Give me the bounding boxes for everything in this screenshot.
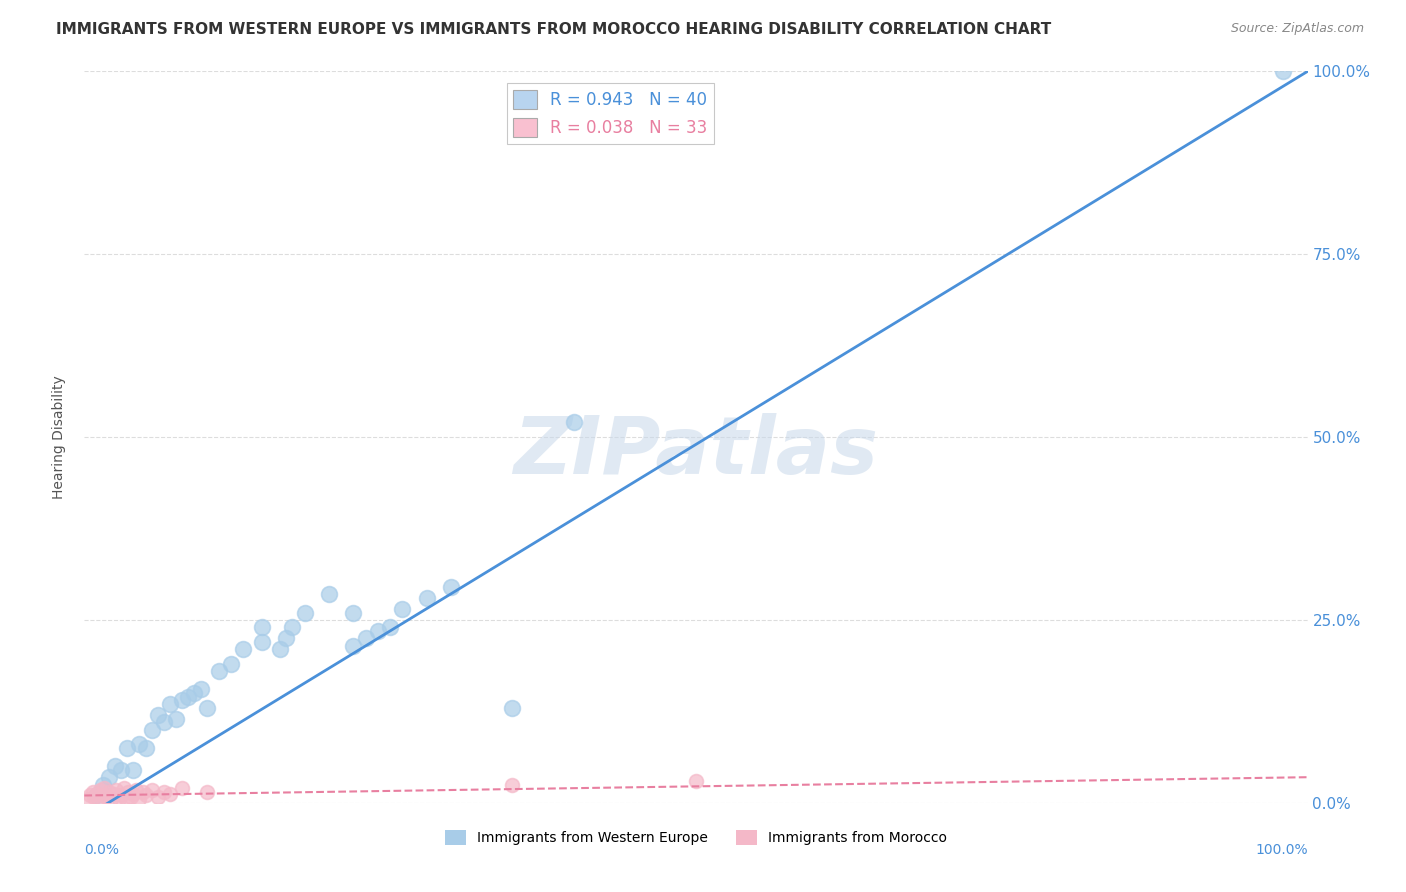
Point	[354, 632, 377, 646]
Point	[153, 715, 176, 730]
Point	[86, 789, 108, 803]
Point	[122, 763, 145, 777]
Point	[120, 789, 142, 804]
Point	[172, 693, 194, 707]
Point	[269, 642, 291, 657]
Point	[117, 785, 139, 799]
Point	[77, 792, 100, 806]
Point	[89, 782, 111, 797]
Point	[146, 708, 169, 723]
Point	[367, 624, 389, 638]
Point	[562, 416, 585, 430]
Point	[91, 778, 114, 792]
Point	[416, 591, 439, 605]
Y-axis label: Hearing Disability: Hearing Disability	[52, 376, 66, 499]
Point	[122, 787, 145, 801]
Point	[132, 785, 155, 799]
Point	[91, 789, 114, 803]
Point	[79, 789, 101, 803]
Point	[440, 580, 463, 594]
Point	[190, 682, 212, 697]
Point	[276, 632, 298, 646]
Point	[97, 785, 120, 799]
Point	[128, 737, 150, 751]
Point	[110, 789, 132, 803]
Point	[342, 639, 364, 653]
Point	[115, 740, 138, 755]
Legend: R = 0.943   N = 40, R = 0.038   N = 33: R = 0.943 N = 40, R = 0.038 N = 33	[506, 83, 714, 144]
Point	[294, 606, 316, 620]
Point	[159, 787, 181, 801]
Point	[165, 712, 187, 726]
Point	[172, 781, 194, 796]
Point	[135, 740, 157, 755]
Text: Source: ZipAtlas.com: Source: ZipAtlas.com	[1230, 22, 1364, 36]
Point	[87, 792, 110, 806]
Point	[250, 620, 273, 634]
Point	[93, 781, 115, 796]
Text: ZIPatlas: ZIPatlas	[513, 413, 879, 491]
Point	[107, 792, 129, 806]
Text: 0.0%: 0.0%	[84, 843, 120, 857]
Point	[250, 635, 273, 649]
Point	[128, 792, 150, 806]
Point	[391, 602, 413, 616]
Point	[1272, 64, 1295, 78]
Point	[153, 785, 176, 799]
Point	[103, 787, 125, 801]
Point	[83, 789, 105, 804]
Point	[380, 620, 402, 634]
Point	[135, 789, 157, 803]
Text: 100.0%: 100.0%	[1256, 843, 1308, 857]
Text: IMMIGRANTS FROM WESTERN EUROPE VS IMMIGRANTS FROM MOROCCO HEARING DISABILITY COR: IMMIGRANTS FROM WESTERN EUROPE VS IMMIGR…	[56, 22, 1052, 37]
Point	[685, 773, 707, 788]
Point	[104, 759, 127, 773]
Point	[195, 785, 218, 799]
Point	[96, 789, 118, 804]
Point	[141, 782, 163, 797]
Point	[110, 763, 132, 777]
Point	[100, 792, 122, 806]
Point	[141, 723, 163, 737]
Point	[195, 700, 218, 714]
Point	[219, 657, 242, 671]
Point	[115, 792, 138, 806]
Point	[146, 789, 169, 804]
Point	[208, 664, 231, 678]
Point	[105, 782, 128, 797]
Point	[112, 781, 135, 796]
Point	[177, 690, 200, 704]
Point	[281, 620, 304, 634]
Point	[183, 686, 205, 700]
Point	[342, 606, 364, 620]
Point	[318, 587, 340, 601]
Point	[502, 778, 524, 792]
Point	[97, 770, 120, 784]
Point	[82, 785, 104, 799]
Point	[125, 782, 148, 797]
Point	[502, 700, 524, 714]
Point	[86, 787, 108, 801]
Point	[232, 642, 254, 657]
Point	[159, 697, 181, 711]
